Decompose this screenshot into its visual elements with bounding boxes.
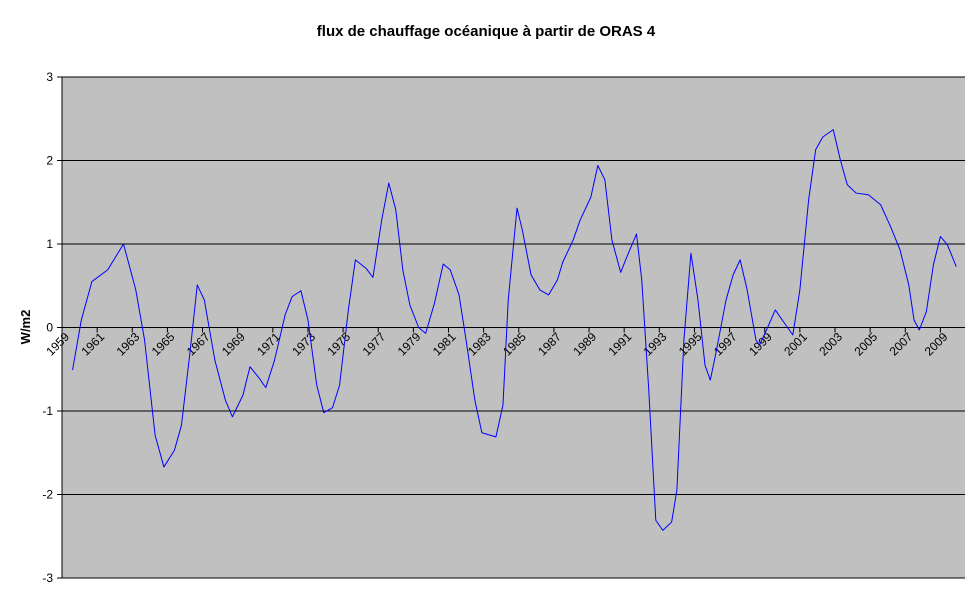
y-tick-label: 1	[46, 237, 53, 251]
y-tick-label: 2	[46, 154, 53, 168]
y-tick-label: 3	[46, 70, 53, 84]
data-line	[72, 129, 957, 531]
y-tick-label: -3	[42, 571, 53, 585]
y-tick-label: 0	[46, 321, 53, 335]
y-tick-label: -1	[42, 404, 53, 418]
y-axis-label: W/m2	[18, 310, 33, 345]
chart-title: flux de chauffage océanique à partir de …	[317, 23, 656, 40]
y-tick-label: -2	[42, 488, 53, 502]
